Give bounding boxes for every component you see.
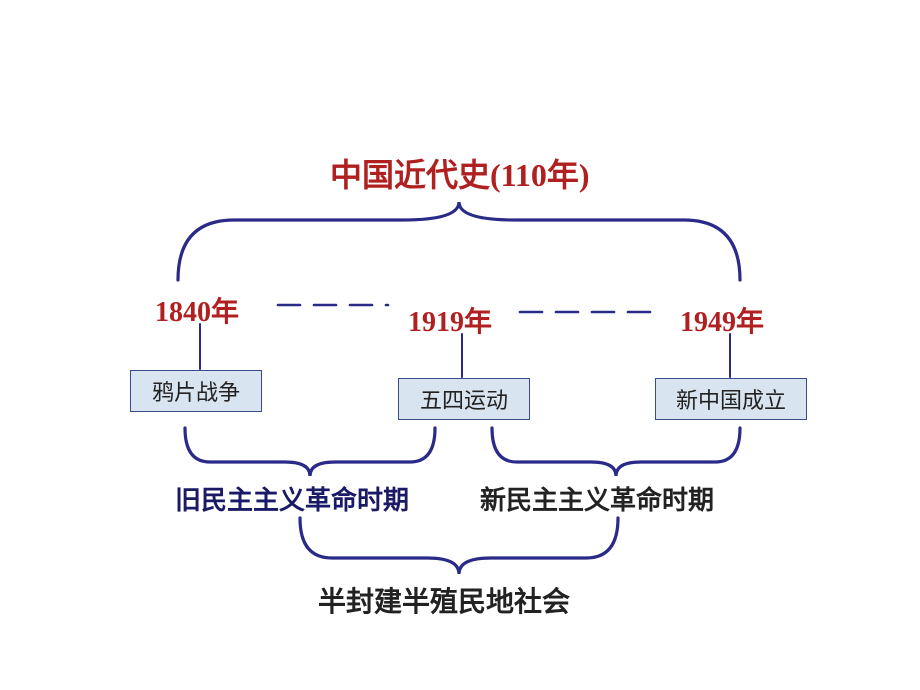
event-box-opium-war: 鸦片战争 bbox=[130, 370, 262, 412]
period-new-democratic: 新民主主义革命时期 bbox=[480, 480, 714, 517]
year-1949: 1949年 bbox=[680, 300, 764, 340]
diagram-canvas: 中国近代史(110年) 1840年 1919年 1949年 鸦片战争 五四运动 … bbox=[0, 0, 920, 690]
year-1840: 1840年 bbox=[155, 290, 239, 330]
event-box-may-fourth: 五四运动 bbox=[398, 378, 530, 420]
event-box-new-china: 新中国成立 bbox=[655, 378, 807, 420]
main-title: 中国近代史(110年) bbox=[330, 150, 590, 196]
year-1919: 1919年 bbox=[408, 300, 492, 340]
period-old-democratic: 旧民主主义革命时期 bbox=[175, 480, 409, 517]
society-label: 半封建半殖民地社会 bbox=[318, 580, 570, 620]
